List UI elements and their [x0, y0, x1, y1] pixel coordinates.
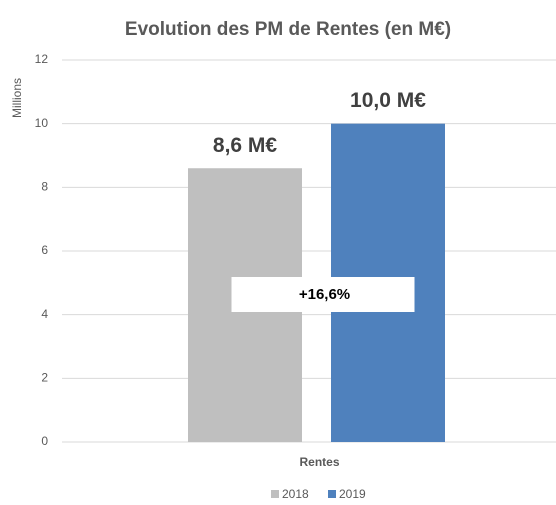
legend-label: 2018: [282, 487, 309, 501]
y-tick-label: 8: [41, 180, 48, 194]
annotation: +16,6%: [299, 286, 350, 303]
y-tick-label: 4: [41, 307, 48, 321]
legend-swatch: [271, 490, 279, 498]
legend-swatch: [328, 490, 336, 498]
value-label: 8,6 M€: [213, 134, 278, 157]
legend-label: 2019: [339, 487, 366, 501]
annotation-box: [231, 277, 415, 312]
y-tick-label: 12: [35, 52, 49, 66]
value-label: 10,0 M€: [350, 89, 426, 112]
y-tick-label: 0: [41, 434, 48, 448]
y-tick-label: 10: [35, 116, 49, 130]
x-tick-label: Rentes: [299, 455, 339, 469]
y-axis-label: Millions: [10, 78, 24, 118]
y-tick-label: 6: [41, 243, 48, 257]
chart-title: Evolution des PM de Rentes (en M€): [125, 19, 451, 40]
y-tick-label: 2: [41, 371, 48, 385]
